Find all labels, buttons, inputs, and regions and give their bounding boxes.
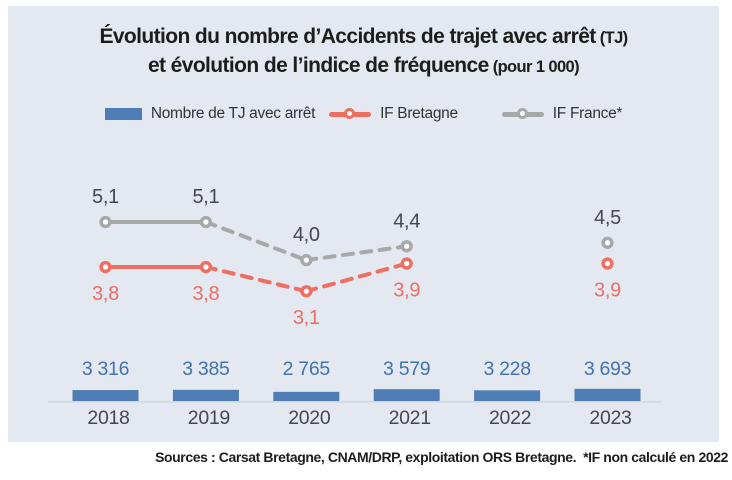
dashed-segment [304,244,409,263]
legend-item-if-france: IF France* [501,105,623,123]
data-point-marker [601,236,614,249]
line-circle-icon-red [329,107,372,121]
bar-value-label: 3 316 [82,358,129,380]
data-point-marker [99,215,112,229]
chart-plot-area: 3 316 2018 3 385 2019 2 765 2020 3 579 2021 3 22… [48,186,662,429]
x-tick-label: 2020 [288,407,331,429]
chart-panel: Évolution du nombre d’Accidents de traje… [8,6,719,442]
dashed-segment [304,261,409,294]
bar-2023 [574,388,641,401]
legend-label: Nombre de TJ avec arrêt [150,105,316,122]
data-point-label: 3,9 [594,280,621,302]
dashed-segment [203,265,309,294]
title-unit: (TJ) [599,29,628,47]
data-point-label: 3,1 [293,307,320,329]
x-tick-label: 2022 [489,407,531,429]
dashed-segment [203,220,309,263]
data-point-label: 3,9 [393,280,420,302]
data-point-marker [400,257,413,270]
title-unit: (pour 1 000) [492,58,580,76]
bar-value-label: 3 385 [182,358,230,380]
chart-title-line2: et évolution de l’indice de fréquence (po… [8,52,719,81]
data-point-marker [300,253,313,267]
bar-value-label: 3 228 [483,358,530,380]
legend-item-if-bretagne: IF Bretagne [329,105,458,123]
legend-label: IF Bretagne [380,105,458,122]
legend-item-nombre-tj: Nombre de TJ avec arrêt [104,105,316,123]
x-tick-label: 2023 [589,407,631,429]
bar-swatch-icon [104,108,142,120]
x-tick-label: 2018 [87,407,129,429]
chart-title-line1: Évolution du nombre d’Accidents de traje… [8,23,719,52]
title-text: Évolution du nombre d’Accidents de traje… [99,25,596,48]
line-circle-icon-gray [501,107,544,121]
data-point-marker [601,257,614,270]
bar-2022 [474,390,541,401]
data-point-label: 3,8 [192,283,219,305]
data-point-marker [199,260,213,274]
data-point-label: 5,1 [92,186,119,208]
data-point-marker [199,215,213,229]
data-point-label: 4,0 [293,224,320,246]
data-point-marker [99,260,112,274]
bar-value-label: 3 579 [383,358,430,380]
data-point-label: 5,1 [192,186,219,208]
bar-2019 [172,389,239,401]
legend: Nombre de TJ avec arrêt IF Bretagne IF F… [8,105,719,123]
source-note: Sources : Carsat Bretagne, CNAM/DRP, exp… [155,449,728,465]
data-point-marker [300,285,313,298]
legend-label: IF France* [552,105,623,122]
data-point-marker [400,240,413,253]
bar-2021 [373,389,440,401]
data-point-label: 4,4 [393,210,420,232]
title-text: et évolution de l’indice de fréquence [147,54,489,77]
bar-2020 [273,391,340,401]
x-tick-label: 2021 [389,407,431,429]
chart-title: Évolution du nombre d’Accidents de traje… [8,23,719,81]
x-tick-label: 2019 [188,407,230,429]
bar-value-label: 3 693 [584,358,631,380]
bar-2018 [72,390,139,401]
data-point-label: 4,5 [594,207,621,229]
bar-value-label: 2 765 [283,358,331,380]
data-point-label: 3,8 [92,283,119,305]
